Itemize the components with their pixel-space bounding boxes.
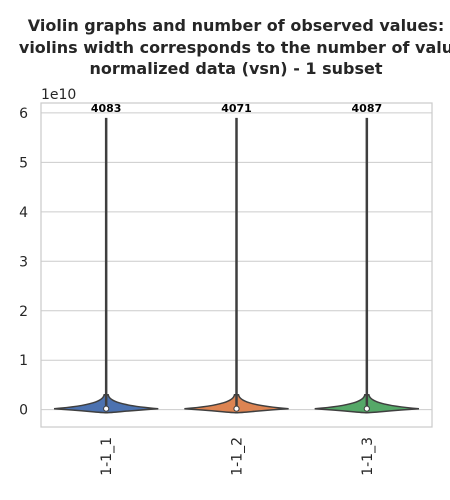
y-tick-label: 4: [19, 205, 28, 221]
y-tick-label: 1: [19, 353, 28, 369]
x-tick-label: 1-1_2: [230, 437, 246, 476]
chart-title-line-3: normalized data (vsn) - 1 subset: [89, 59, 383, 78]
y-axis-offset-label: 1e10: [41, 87, 76, 103]
y-tick-labels: 0 1 2 3 4 5 6: [19, 106, 28, 419]
violin-median-1-1_1: [103, 405, 110, 412]
y-tick-label: 2: [19, 304, 28, 320]
chart-title-line-1: Violin graphs and number of observed val…: [27, 16, 445, 35]
count-label-1-1_2: 4071: [221, 102, 252, 115]
y-tick-label: 6: [19, 106, 28, 122]
violin-median-1-1_2: [233, 405, 240, 412]
count-labels: 4083 4071 4087: [91, 102, 382, 115]
violins: [53, 117, 420, 414]
violin-median-1-1_3: [363, 405, 370, 412]
chart-title-line-2: violins width corresponds to the number …: [18, 37, 450, 57]
y-tick-label: 3: [19, 254, 28, 270]
count-label-1-1_3: 4087: [352, 102, 383, 115]
chart-title: Violin graphs and number of observed val…: [0, 15, 450, 80]
y-tick-label: 5: [19, 155, 28, 171]
count-label-1-1_1: 4083: [91, 102, 122, 115]
y-tick-label: 0: [19, 403, 28, 419]
x-tick-labels: 1-1_1 1-1_2 1-1_3: [99, 437, 376, 476]
x-tick-label: 1-1_1: [99, 437, 115, 476]
plot-frame: [40, 102, 433, 428]
x-tick-label: 1-1_3: [360, 437, 376, 476]
